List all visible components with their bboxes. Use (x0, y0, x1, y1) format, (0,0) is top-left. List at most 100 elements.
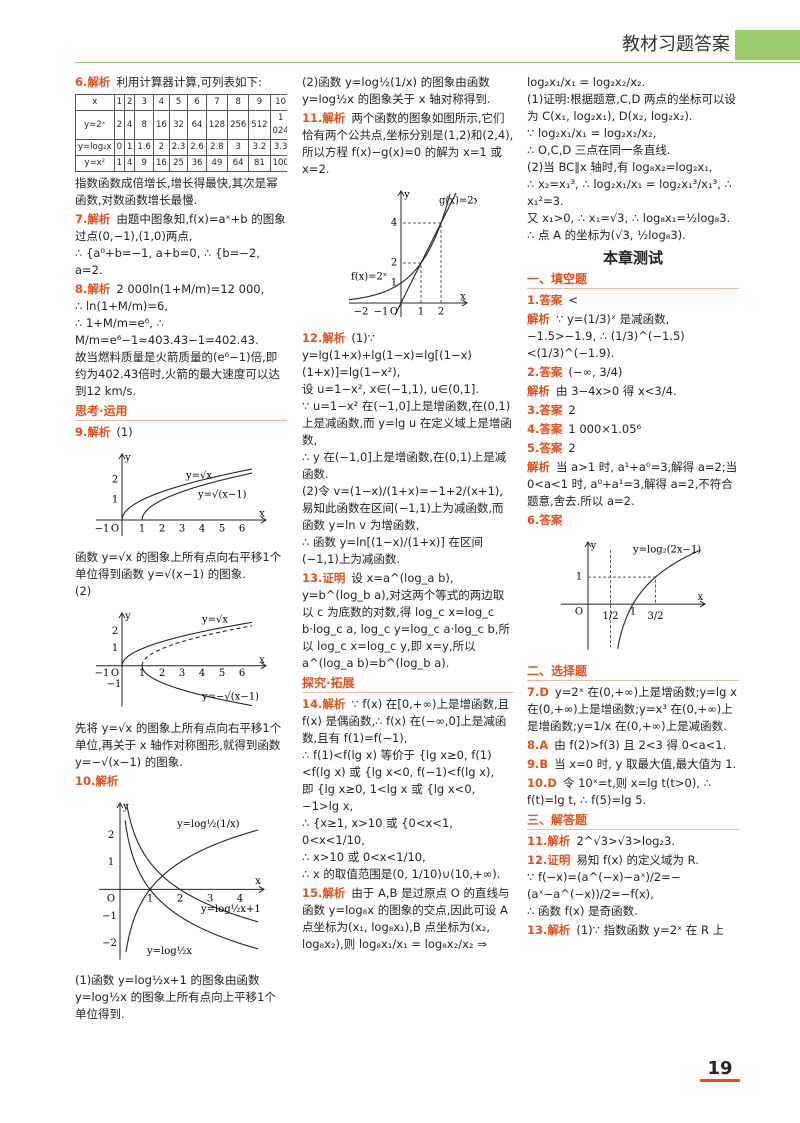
figure-label: g(x)=2x (439, 196, 477, 207)
answer-item: 8.解析 2 000ln(1+M/m)=12 000, ∴ ln(1+M/m)=6,… (75, 281, 287, 400)
table-cell: 8 (227, 94, 250, 111)
table-cell: 4 (123, 110, 136, 140)
table-cell: 128 (205, 110, 229, 140)
figure-label: 1 (391, 278, 397, 289)
header-bar (735, 30, 800, 60)
table-row: x 1 2 3 4 5 6 7 8 9 10 (75, 94, 287, 111)
text: (−∞, 3/4) (568, 365, 623, 379)
text-line: 10.解析 (75, 773, 287, 790)
text: (1)∵ y=lg(1+x)+lg(1−x)=lg[(1−x)(1+x)]=lg… (302, 331, 472, 379)
figure-label: O (111, 668, 119, 679)
answer-item: 解析由 3−4x>0 得 x<3/4. (527, 383, 739, 400)
text-line: (1)证明:根据题意,C,D 两点的坐标可以设为 C(x₁, log₂x₁), … (527, 92, 737, 123)
text-line: 11.解析 2^√3>√3>log₂3. (527, 833, 739, 850)
answer-item: 9.解析 (1) y 2 1 −1 O 1 2 3 4 5 6 x y=√x y=√(x−1) (75, 424, 287, 546)
answer-item: 9.B 当 x=0 时, y 取最大值,最大值为 1. (527, 756, 739, 773)
table-cell: 1 (113, 155, 126, 172)
text: y=2ˣ 在(0,+∞)上是增函数;y=lg x 在(0,+∞)上是增函数;y=… (527, 685, 737, 733)
text-line: 15.解析 由于 A,B 是过原点 O 的直线与函数 y=log₈x 的图象的交点… (302, 885, 514, 953)
answer-item: 13.证明设 x=a^(log_a b), y=b^(log_b a),对这两个… (302, 570, 514, 672)
table-cell: 25 (168, 155, 189, 172)
answer-item: 7.D y=2ˣ 在(0,+∞)上是增函数;y=lg x 在(0,+∞)上是增函数… (527, 684, 739, 735)
figure-label: x (460, 292, 466, 303)
curve (394, 192, 457, 316)
answer-item: 2.答案 (−∞, 3/4) (527, 364, 739, 381)
text-line: 14.解析 ∵ f(x) 在[0,+∞)上是增函数,且 f(x) 是偶函数,∴ f… (302, 696, 514, 747)
text-line: ∴ 1+M/m=e⁶, ∴ M/m=e⁶−1≈403.43−1=402.43. (75, 316, 259, 347)
answer-item: 14.解析 ∵ f(x) 在[0,+∞)上是增函数,且 f(x) 是偶函数,∴ f… (302, 696, 514, 883)
curve (141, 665, 253, 707)
arrow (258, 885, 265, 893)
figure-label: y (403, 190, 410, 201)
text-line: 10.D 令 10ˣ=t,则 x=lg t(t>0), ∴ f(t)=lg t, … (527, 775, 739, 809)
curve (124, 819, 258, 949)
figure-label: 1 (139, 668, 145, 679)
answer-item: (2)函数 y=log½(1/x) 的图象由函数 y=log½x 的图象关于 x… (302, 74, 514, 108)
figure-label: y=√(x−1) (197, 490, 247, 501)
table-cell: 5 (168, 94, 189, 111)
text-line: 7.解析 由题中图象知,f(x)=aˣ+b 的图象过点(0,−1),(1,0)两点… (75, 211, 287, 245)
text: 由 3−4x>0 得 x<3/4. (556, 384, 677, 398)
text: 利用计算器计算,可列表如下: (116, 75, 262, 89)
figure-label: y=√x (185, 471, 212, 482)
text-line: ∴ x₂=x₁³, ∴ log₂x₁/x₁ = log₂x₁³/x₁³, ∴ x… (527, 177, 732, 208)
answer-item: 12.证明 易知 f(x) 的定义域为 R. ∵ f(−x)=(a^(−x)−aˣ)… (527, 852, 739, 920)
figure-label: 2 (112, 626, 118, 637)
item-label: 3.答案 (527, 403, 563, 417)
figure-label: 4 (236, 893, 242, 904)
table-cell: 3.2 (248, 139, 271, 156)
figure-label: 4 (199, 668, 205, 679)
arrow (118, 612, 126, 619)
figure-label: O (111, 524, 119, 535)
item-label: 7.解析 (75, 212, 111, 226)
text-line: 即 {lg x≥0, 1<lg x 或 {lg x<0, −1>lg x, (302, 782, 476, 813)
figure-label: 3 (179, 668, 185, 679)
text: < (568, 293, 579, 307)
text-line: ∴ ln(1+M/m)=6, (75, 299, 168, 313)
column: log₂x₁/x₁ = log₂x₂/x₂. (1)证明:根据题意,C,D 两点的… (527, 74, 739, 1064)
answer-item: 10.解析 y 2 1 O 1 2 3 4 x −1 −2 y=log½(1/x) y=log½x+1 y=… (75, 773, 287, 970)
item-label: 15.解析 (302, 886, 346, 900)
item-label: 解析 (527, 384, 550, 398)
answer-item: 1.答案 < (527, 292, 739, 309)
figure-label: y (590, 541, 597, 552)
table-cell: 16 (152, 155, 170, 172)
arrow (118, 453, 126, 460)
table-cell: 64 (227, 155, 250, 172)
answer-item: 6.答案 y y=log₂(2x−1) 1 O 1/2 1 3/2 x (527, 512, 739, 660)
item-label: 13.证明 (302, 571, 346, 585)
arrow (116, 801, 123, 808)
figure-label: −1 (374, 307, 389, 318)
table-cell: 1 (113, 94, 126, 111)
text-line: (2)令 v=(1−x)/(1+x)=−1+2/(x+1),易知此函数在区间(−… (302, 484, 504, 532)
section-heading: 二、选择题 (527, 663, 739, 681)
figure: y21−1 O 1 2 3 4 5 6x−1y=√xy=−√(x−1) (95, 611, 267, 707)
item-label: 4.答案 (527, 422, 563, 436)
text-line: 先将 y=√x 的图象上所有点向右平移1个单位,再关于 x 轴作对称图形,就得到… (75, 720, 287, 771)
item-label: 9.解析 (75, 425, 111, 439)
text-line: 12.证明 易知 f(x) 的定义域为 R. (527, 852, 739, 869)
text-line: (1)函数 y=log½x+1 的图象由函数 y=log½x 的图象上所有点向上… (75, 972, 287, 1023)
text-line: 4.答案 1 000×1.05⁶ (527, 421, 739, 438)
text-line: ∴ 函数 y=ln[(1−x)/(1+x)] 在区间(−1,1)上为减函数. (302, 535, 484, 566)
curve (348, 193, 451, 301)
figure: y g(x)=2x 4 2 1 f(x)=2ˣ −2 −1 O 1 2 x (348, 190, 477, 318)
item-label: 11.解析 (527, 834, 571, 848)
arrow (260, 516, 267, 524)
figure-label: 4 (199, 524, 205, 535)
text-line: ∵ u=1−x² 在(−1,0]上是增函数,在(0,1)上是减函数,而 y=lg… (302, 399, 512, 447)
text-line: ∵ log₂x₁/x₁ = log₂x₂/x₂, (527, 126, 657, 140)
table-cell: 2 (152, 139, 170, 156)
table-cell: 16 (152, 110, 170, 140)
text-line: 解析由 3−4x>0 得 x<3/4. (527, 383, 739, 400)
text-line: 7.D y=2ˣ 在(0,+∞)上是增函数;y=lg x 在(0,+∞)上是增函数… (527, 684, 739, 735)
figure-label: x (698, 592, 704, 603)
table-cell: 2 (113, 110, 126, 140)
item-label: 8.A (527, 738, 549, 752)
figure-label: 6 (239, 668, 245, 679)
figure-label: 2 (391, 258, 397, 269)
text-line: 9.解析 (1) (75, 424, 287, 441)
text: 由题中图象知,f(x)=aˣ+b 的图象过点(0,−1),(1,0)两点, (75, 212, 286, 243)
column: 6.解析 利用计算器计算,可列表如下: x 1 2 3 4 5 6 7 8 9 10 y=2ˣ 2 4 8 16 3… (75, 74, 287, 1064)
